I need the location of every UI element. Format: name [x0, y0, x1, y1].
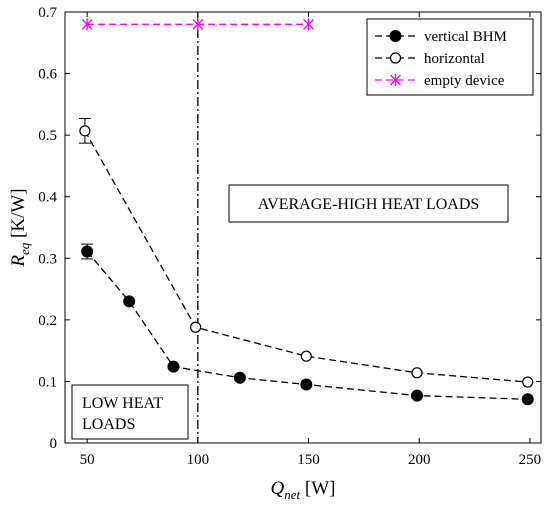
x-tick-label: 100	[187, 452, 210, 468]
data-point	[192, 18, 204, 31]
legend: vertical BHM horizontal empty device	[366, 18, 534, 96]
y-tick-label: 0.5	[38, 128, 57, 144]
data-point	[190, 321, 202, 333]
annotation-text-line: LOW HEAT	[82, 395, 163, 412]
x-tick-label: 200	[408, 452, 431, 468]
data-point	[300, 378, 313, 391]
series-empty-device	[81, 18, 315, 31]
legend-marker	[389, 30, 402, 42]
y-tick-label: 0.3	[38, 251, 57, 267]
data-point	[300, 350, 312, 362]
annotation-low-loads: LOW HEAT LOADS	[71, 384, 189, 440]
legend-marker	[390, 74, 401, 86]
legend-label: vertical BHM	[424, 29, 507, 45]
annotation-box	[71, 384, 189, 440]
legend-item: empty device	[375, 73, 505, 89]
data-point	[81, 245, 94, 258]
y-axis-title: Req [K/W]	[8, 188, 32, 267]
data-point	[411, 389, 424, 402]
y-tick-label: 0.4	[38, 190, 57, 206]
data-point	[167, 360, 180, 373]
annotation-text: AVERAGE-HIGH HEAT LOADS	[258, 196, 480, 213]
data-point	[123, 295, 136, 308]
y-tick-label: 0.6	[38, 67, 57, 83]
plot-frame	[64, 11, 542, 444]
legend-item: vertical BHM	[375, 29, 507, 45]
y-tick-label: 0.7	[38, 5, 57, 21]
y-axis-title-unit: [K/W]	[8, 188, 29, 242]
y-axis-title-sub: eq	[17, 242, 32, 255]
data-point	[303, 18, 315, 31]
data-point	[521, 393, 534, 406]
legend-marker	[389, 52, 402, 64]
data-point	[522, 376, 534, 388]
data-point	[233, 371, 246, 384]
y-axis-title-main: R	[8, 255, 29, 268]
series-vertical-bhm	[81, 243, 534, 406]
y-tick-label: 0	[50, 436, 58, 452]
x-tick-label: 150	[297, 452, 320, 468]
x-axis-title-unit: [W]	[300, 478, 335, 499]
y-tick-label: 0.1	[38, 374, 57, 390]
x-axis-title: Qnet [W]	[271, 478, 336, 502]
y-tick-label: 0.2	[38, 313, 57, 329]
series-horizontal	[78, 118, 534, 388]
legend-label: empty device	[424, 73, 505, 89]
annotation-box	[228, 184, 509, 223]
legend-label: horizontal	[424, 51, 485, 67]
plot-area: 50 100 150 200 250 0 0.1 0.2 0.3 0.4 0.5 0.6 0.7 Qnet…	[8, 5, 542, 502]
data-point	[79, 125, 91, 137]
x-tick-label: 50	[80, 452, 95, 468]
series-line	[84, 130, 528, 383]
data-point	[411, 367, 423, 379]
legend-item: horizontal	[375, 51, 485, 67]
annotation-high-loads: AVERAGE-HIGH HEAT LOADS	[228, 184, 509, 223]
x-tick-label: 250	[519, 452, 542, 468]
x-axis-title-sub: net	[284, 487, 300, 502]
x-axis-title-main: Q	[271, 478, 285, 499]
annotation-text-line: LOADS	[82, 416, 135, 433]
data-point	[81, 18, 93, 31]
